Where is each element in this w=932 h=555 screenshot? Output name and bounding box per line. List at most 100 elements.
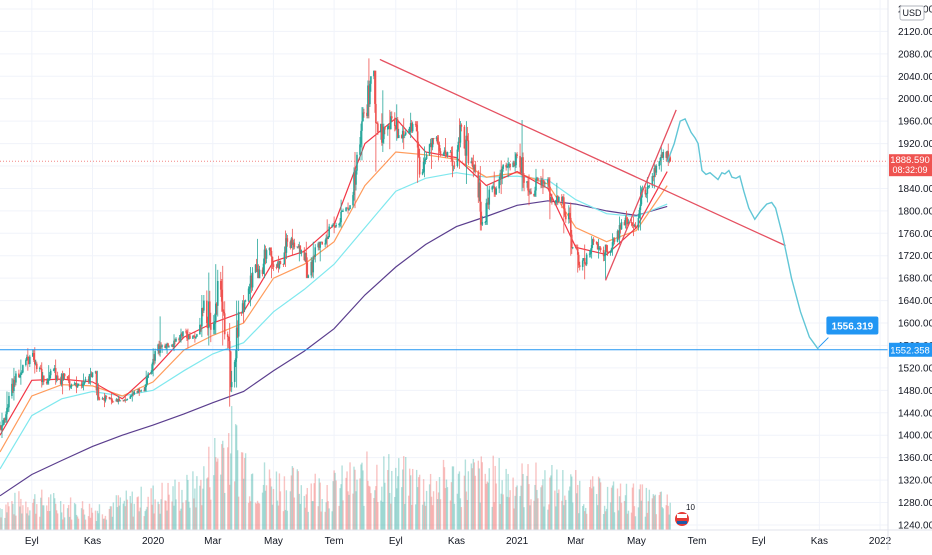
volume-bar bbox=[84, 519, 87, 530]
candle-body bbox=[264, 249, 267, 259]
support-level-tag bbox=[889, 342, 932, 357]
volume-bar bbox=[341, 465, 343, 530]
volume-bar bbox=[33, 498, 35, 530]
volume-bar bbox=[123, 500, 126, 530]
candle-body bbox=[493, 186, 496, 188]
candle-body bbox=[61, 374, 64, 380]
volume-bar bbox=[491, 506, 493, 530]
volume-bar bbox=[132, 516, 134, 530]
candle-body bbox=[84, 379, 87, 382]
volume-bar bbox=[307, 511, 309, 530]
candle-body bbox=[516, 154, 518, 156]
volume-bar bbox=[35, 513, 37, 530]
volume-bar bbox=[0, 508, 1, 530]
flag-badge[interactable]: 10 bbox=[675, 503, 695, 526]
candle-body bbox=[648, 185, 651, 187]
candle-body bbox=[277, 263, 280, 269]
x-tick-label: Kas bbox=[811, 536, 828, 547]
candle-body bbox=[33, 352, 35, 361]
y-tick-label: 1760.000 bbox=[898, 229, 932, 240]
volume-bar bbox=[335, 480, 337, 530]
volume-bar bbox=[80, 508, 83, 530]
candle-body bbox=[122, 400, 125, 402]
candle-body bbox=[145, 384, 147, 388]
volume-bar bbox=[223, 447, 225, 530]
volume-bar bbox=[187, 480, 189, 530]
candle-body bbox=[296, 246, 299, 248]
volume-bar bbox=[75, 514, 78, 530]
candle-body bbox=[138, 388, 141, 391]
candle-body bbox=[363, 112, 365, 114]
volume-bar bbox=[583, 504, 585, 530]
volume-bar bbox=[459, 498, 462, 530]
candle-body bbox=[522, 157, 524, 177]
volume-bar bbox=[509, 490, 511, 530]
candle-body bbox=[465, 135, 468, 156]
candle-body bbox=[487, 202, 490, 205]
volume-bar bbox=[11, 500, 13, 530]
candle-body bbox=[115, 399, 118, 402]
volume-bar bbox=[396, 488, 398, 530]
volume-bar bbox=[289, 491, 292, 530]
volume-bar bbox=[243, 458, 246, 530]
volume-bar bbox=[376, 464, 378, 530]
volume-bar bbox=[502, 494, 504, 530]
volume-bar bbox=[495, 483, 497, 530]
candle-body bbox=[263, 249, 266, 264]
candle-body bbox=[577, 254, 580, 266]
candle-body bbox=[389, 125, 391, 130]
volume-bar bbox=[233, 481, 236, 530]
y-tick-label: 1280.000 bbox=[898, 498, 932, 509]
volume-bar bbox=[214, 437, 216, 530]
volume-bar bbox=[477, 460, 480, 530]
x-tick-label: 2022 bbox=[869, 536, 892, 547]
volume-bar bbox=[417, 477, 420, 530]
volume-bar bbox=[159, 513, 161, 530]
candle-body bbox=[104, 396, 107, 401]
candle-body bbox=[352, 195, 354, 206]
volume-bar bbox=[355, 491, 357, 530]
volume-bar bbox=[117, 495, 120, 530]
volume-bar bbox=[125, 490, 127, 530]
candle-body bbox=[276, 263, 279, 267]
volume-bar bbox=[669, 502, 671, 530]
currency-tag[interactable]: USD bbox=[899, 5, 925, 21]
drawings[interactable] bbox=[0, 58, 888, 351]
volume-bar bbox=[247, 502, 250, 530]
volume-bar bbox=[52, 493, 55, 530]
volume-bar bbox=[326, 485, 328, 530]
candle-body bbox=[73, 383, 76, 385]
volume-bar bbox=[568, 490, 570, 530]
volume-bar bbox=[500, 493, 502, 530]
candle-body bbox=[27, 356, 29, 359]
volume-bar bbox=[542, 479, 544, 530]
volume-bar bbox=[104, 515, 107, 530]
candle-body bbox=[361, 121, 363, 131]
volume-bar bbox=[572, 502, 574, 530]
candle-body bbox=[346, 207, 348, 209]
volume-bar bbox=[609, 502, 612, 530]
volume-bar bbox=[43, 505, 45, 530]
candle-body bbox=[375, 103, 377, 124]
volume-bar bbox=[15, 515, 17, 530]
candle-body bbox=[69, 386, 72, 388]
candle-body bbox=[414, 123, 417, 125]
last-price-tag bbox=[889, 154, 932, 177]
volume-bar bbox=[463, 475, 466, 530]
volume-bar bbox=[146, 506, 148, 530]
candle-body bbox=[499, 173, 501, 180]
y-tick-label: 1840.000 bbox=[898, 184, 932, 195]
volume-bar bbox=[523, 507, 525, 530]
volume-bar bbox=[40, 497, 42, 530]
volume-bar bbox=[363, 505, 365, 530]
candle-body bbox=[208, 301, 210, 329]
candle-body bbox=[102, 398, 105, 400]
volume-bar bbox=[556, 469, 558, 530]
candles bbox=[0, 58, 672, 439]
candle-body bbox=[439, 151, 442, 155]
volume-bar bbox=[150, 488, 152, 530]
candle-body bbox=[297, 246, 300, 248]
candle-body bbox=[181, 333, 183, 337]
